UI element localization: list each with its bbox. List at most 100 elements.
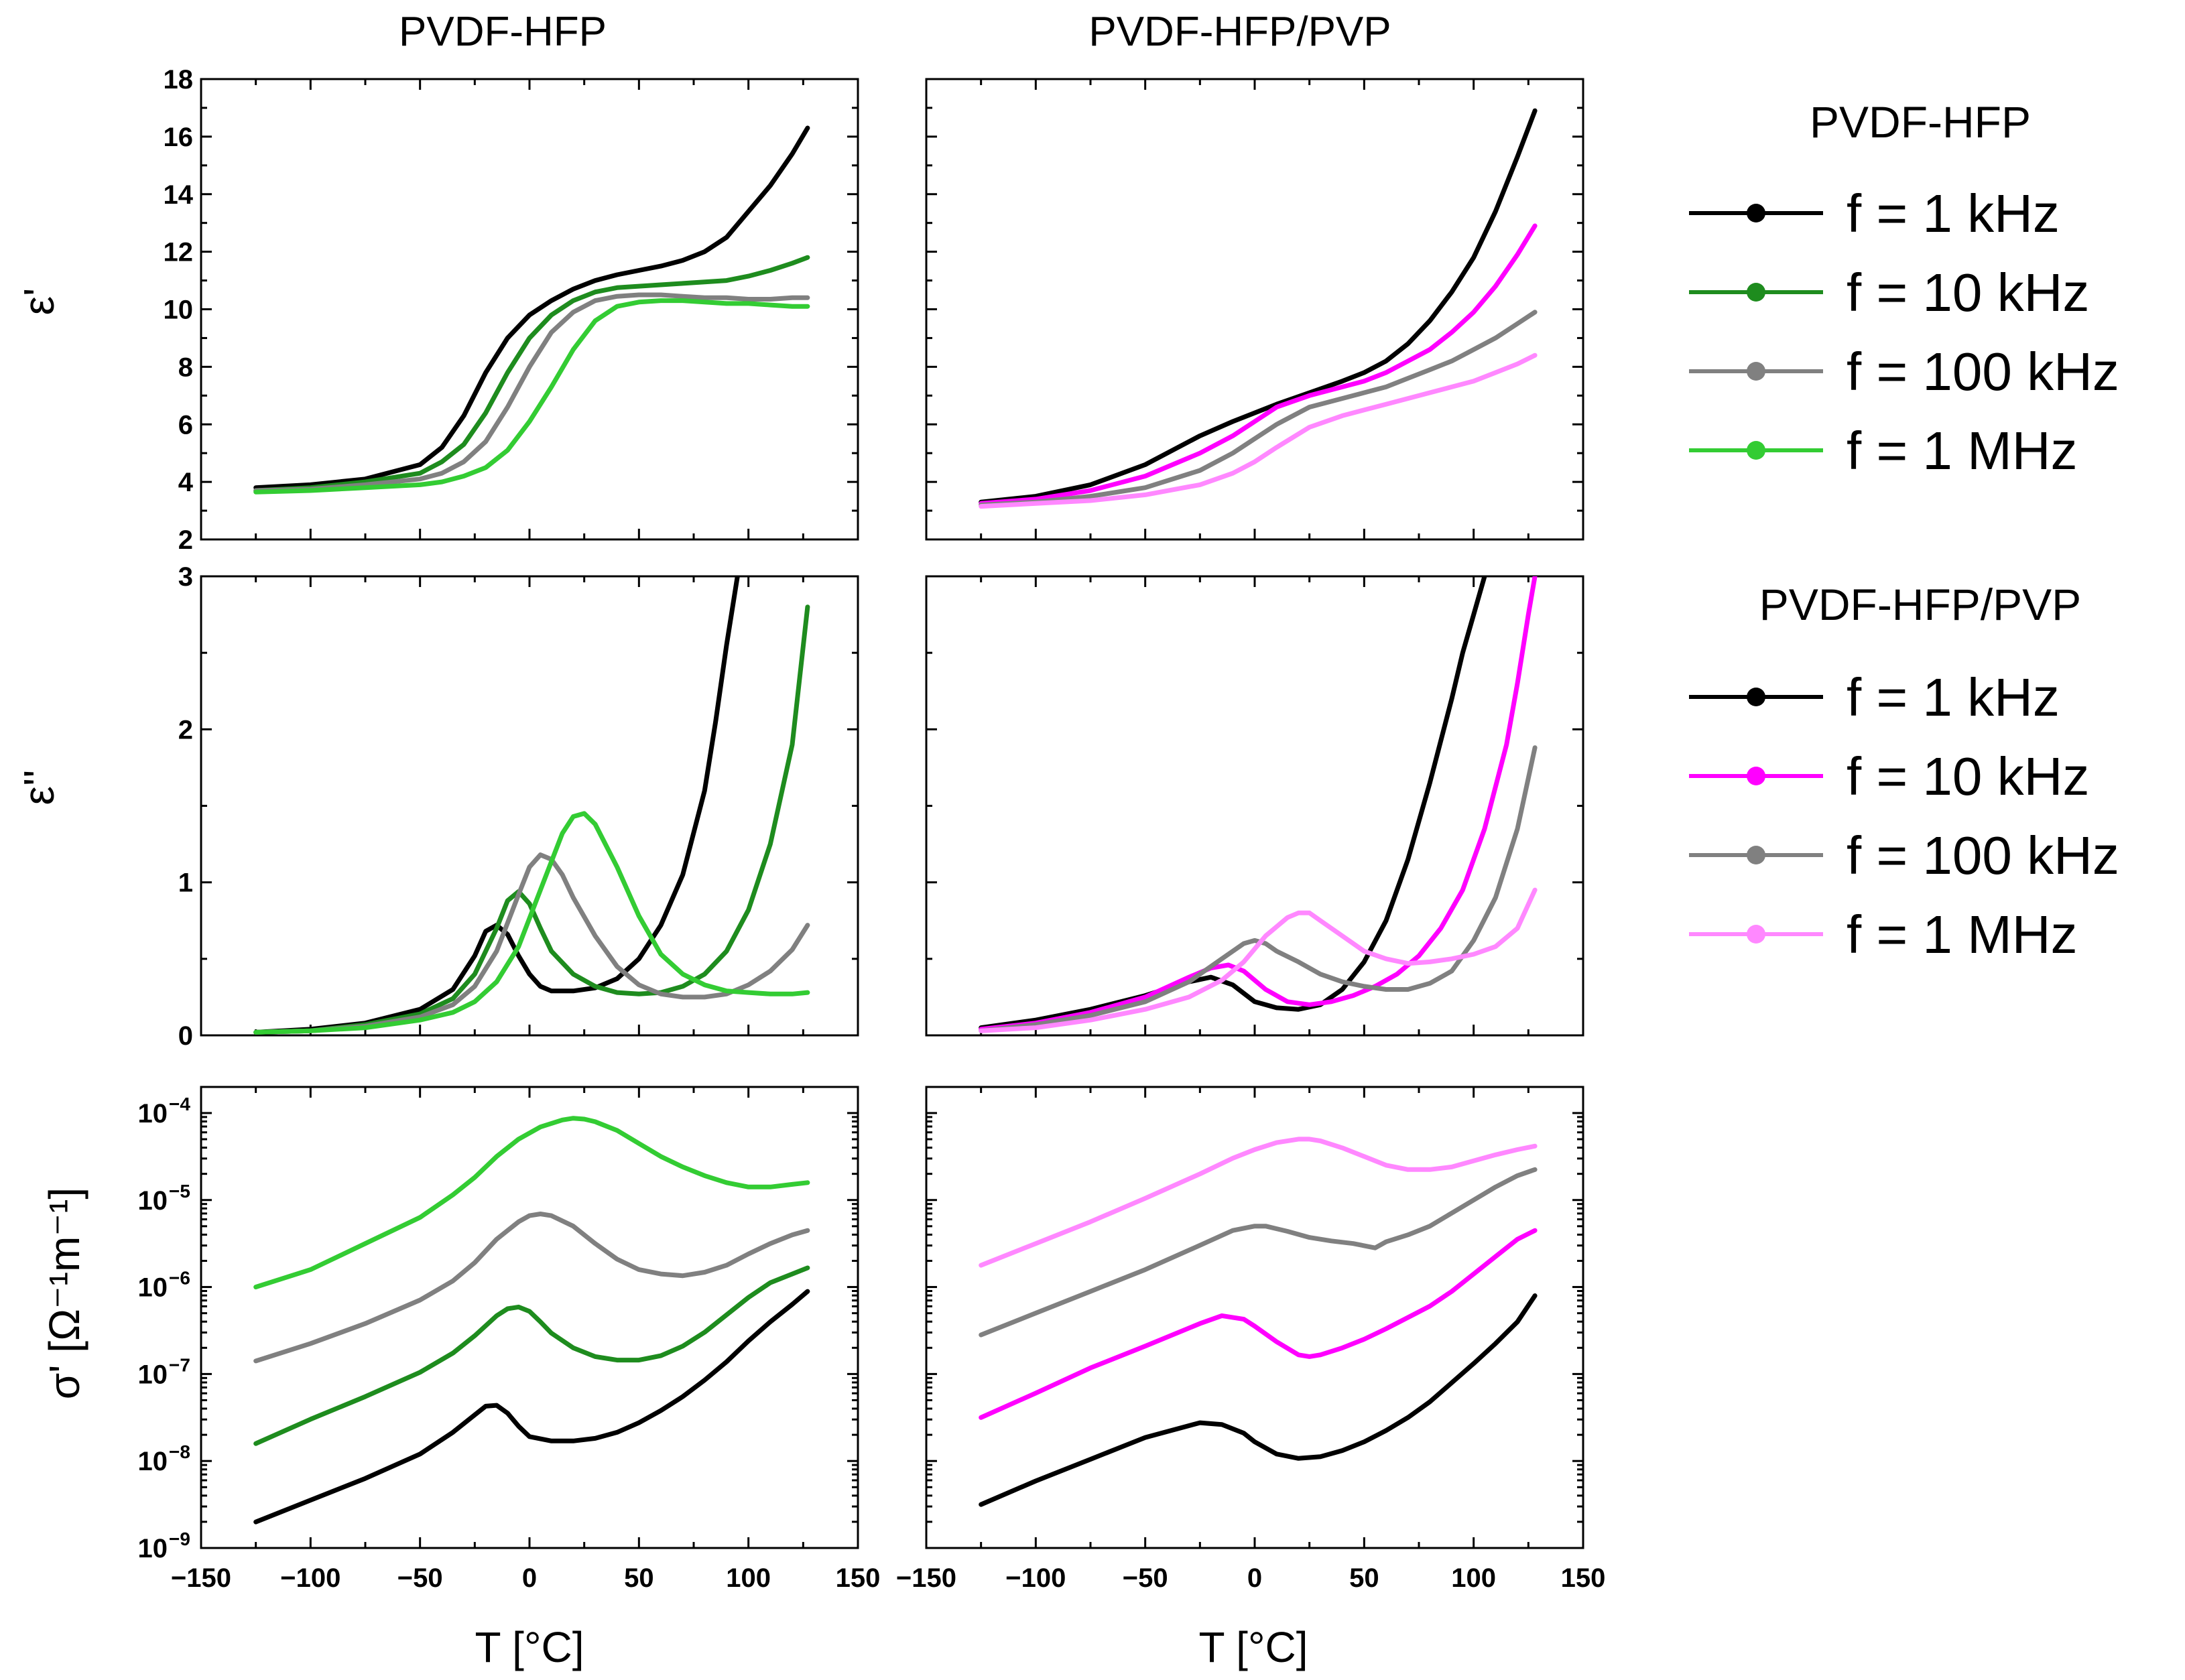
legend-label: f = 1 kHz	[1847, 667, 2060, 727]
series-line-4	[979, 352, 1538, 509]
x-tick-label: 50	[1349, 1563, 1379, 1593]
legend-pvdf-hfp-pvp: PVDF-HFP/PVP f = 1 kHz f = 10 kHz f = 100 …	[1689, 580, 2119, 964]
ylabel-epsilon-prime: ε'	[15, 288, 63, 316]
legend-label: f = 100 kHz	[1847, 826, 2119, 885]
legend-pvdf-hfp: PVDF-HFP f = 1 kHz f = 10 kHz f = 100 kHz f…	[1689, 97, 2119, 480]
plot-frame	[925, 78, 1584, 541]
y-tick-label: 4	[178, 468, 194, 497]
series-line-1	[979, 108, 1538, 505]
xlabel-right: T [°C]	[1198, 1623, 1308, 1671]
legend-swatch-marker	[1747, 767, 1765, 785]
series-line-2	[253, 604, 810, 1035]
series-line-3	[253, 292, 810, 493]
series-line-2	[253, 255, 810, 493]
ylabel-sigma-prime: σ' [Ω⁻¹m⁻¹]	[40, 1187, 88, 1399]
series-line-2	[979, 223, 1538, 506]
legend-label: f = 100 kHz	[1847, 342, 2119, 401]
plot-frame	[200, 1086, 859, 1549]
panel-epsilon-double-prime-pvdf-hfp-pvp	[925, 575, 1584, 1037]
series-line-3	[979, 1167, 1538, 1338]
legend-swatch-marker	[1747, 846, 1765, 864]
panel-epsilon-prime-pvdf-hfp: 2 4 6 8 10 12 14 16 18	[164, 65, 859, 555]
panel-epsilon-double-prime-pvdf-hfp: 0 1 2 3	[178, 562, 859, 1051]
series-line-1	[253, 125, 810, 491]
legend-label: f = 10 kHz	[1847, 263, 2089, 322]
y-tick-label: 12	[164, 238, 194, 267]
series-line-3	[253, 1212, 810, 1364]
x-tick-label: 100	[726, 1563, 771, 1593]
series-line-3	[979, 310, 1538, 507]
series-line-1	[253, 1289, 810, 1525]
legend-title: PVDF-HFP/PVP	[1759, 580, 2081, 629]
y-tick-exponent: −5	[169, 1181, 190, 1202]
y-tick-label: 10	[138, 1273, 168, 1303]
y-tick-label: 0	[178, 1021, 193, 1051]
y-tick-exponent: −4	[169, 1094, 190, 1114]
panel-sigma-prime-pvdf-hfp: −150 −100 −50 0 50 100 15010−910−810−710−610−5…	[138, 1086, 881, 1593]
y-tick-label: 2	[178, 525, 193, 555]
series-line-2	[979, 1228, 1538, 1420]
series-line-4	[253, 298, 810, 495]
legend-swatch-marker	[1747, 204, 1765, 222]
x-tick-label: −150	[171, 1563, 231, 1593]
y-tick-label: 6	[178, 410, 193, 440]
x-tick-label: 100	[1451, 1563, 1496, 1593]
col-title-left: PVDF-HFP	[399, 9, 607, 55]
legend-title: PVDF-HFP	[1810, 97, 2031, 147]
y-tick-exponent: −6	[169, 1268, 190, 1289]
series-line-1	[979, 1293, 1538, 1507]
legend-label: f = 1 MHz	[1847, 421, 2078, 480]
y-tick-label: 10	[138, 1447, 168, 1476]
y-tick-label: 10	[164, 296, 194, 325]
ylabel-epsilon-double-prime: ε''	[15, 770, 63, 805]
series-line-3	[253, 852, 810, 1035]
y-tick-label: 10	[138, 1534, 168, 1563]
y-tick-label: 10	[138, 1186, 168, 1216]
y-tick-label: 18	[164, 65, 194, 94]
legend-label: f = 1 kHz	[1847, 184, 2060, 243]
y-tick-label: 2	[178, 715, 193, 745]
series-line-4	[979, 887, 1538, 1033]
legend-label: f = 1 MHz	[1847, 905, 2078, 964]
panel-epsilon-prime-pvdf-hfp-pvp	[925, 78, 1584, 541]
x-tick-label: 150	[836, 1563, 881, 1593]
y-tick-label: 3	[178, 562, 193, 592]
legend-swatch-marker	[1747, 283, 1765, 302]
plot-frame	[925, 575, 1584, 1037]
series-line-1	[979, 576, 1487, 1031]
y-tick-exponent: −9	[169, 1529, 190, 1549]
x-tick-label: −150	[896, 1563, 956, 1593]
x-tick-label: −50	[397, 1563, 443, 1593]
x-tick-label: 150	[1561, 1563, 1606, 1593]
series-line-4	[253, 1116, 810, 1290]
y-tick-exponent: −7	[169, 1354, 190, 1375]
x-tick-label: −50	[1123, 1563, 1168, 1593]
series-line-1	[253, 576, 740, 1035]
legend-label: f = 10 kHz	[1847, 747, 2089, 806]
plot-frame	[200, 78, 859, 541]
series-line-2	[979, 576, 1538, 1032]
series-line-2	[253, 1265, 810, 1446]
y-tick-label: 1	[178, 868, 193, 898]
series-line-4	[253, 811, 810, 1035]
x-tick-label: 0	[1247, 1563, 1262, 1593]
legend-swatch-marker	[1747, 925, 1765, 944]
y-tick-label: 8	[178, 352, 193, 382]
x-tick-label: −100	[280, 1563, 340, 1593]
legend-swatch-marker	[1747, 688, 1765, 706]
series-line-3	[979, 745, 1538, 1033]
y-tick-label: 10	[138, 1360, 168, 1389]
series-line-4	[979, 1137, 1538, 1268]
x-tick-label: 50	[624, 1563, 654, 1593]
y-tick-label: 16	[164, 123, 194, 152]
xlabel-left: T [°C]	[475, 1623, 584, 1671]
y-tick-exponent: −8	[169, 1441, 190, 1462]
x-tick-label: 0	[522, 1563, 537, 1593]
legend-swatch-marker	[1747, 362, 1765, 381]
panel-sigma-prime-pvdf-hfp-pvp: −150 −100 −50 0 50 100 150	[896, 1086, 1606, 1593]
x-tick-label: −100	[1005, 1563, 1066, 1593]
plot-frame	[200, 575, 859, 1037]
legend-swatch-marker	[1747, 441, 1765, 460]
y-tick-label: 10	[138, 1099, 168, 1128]
